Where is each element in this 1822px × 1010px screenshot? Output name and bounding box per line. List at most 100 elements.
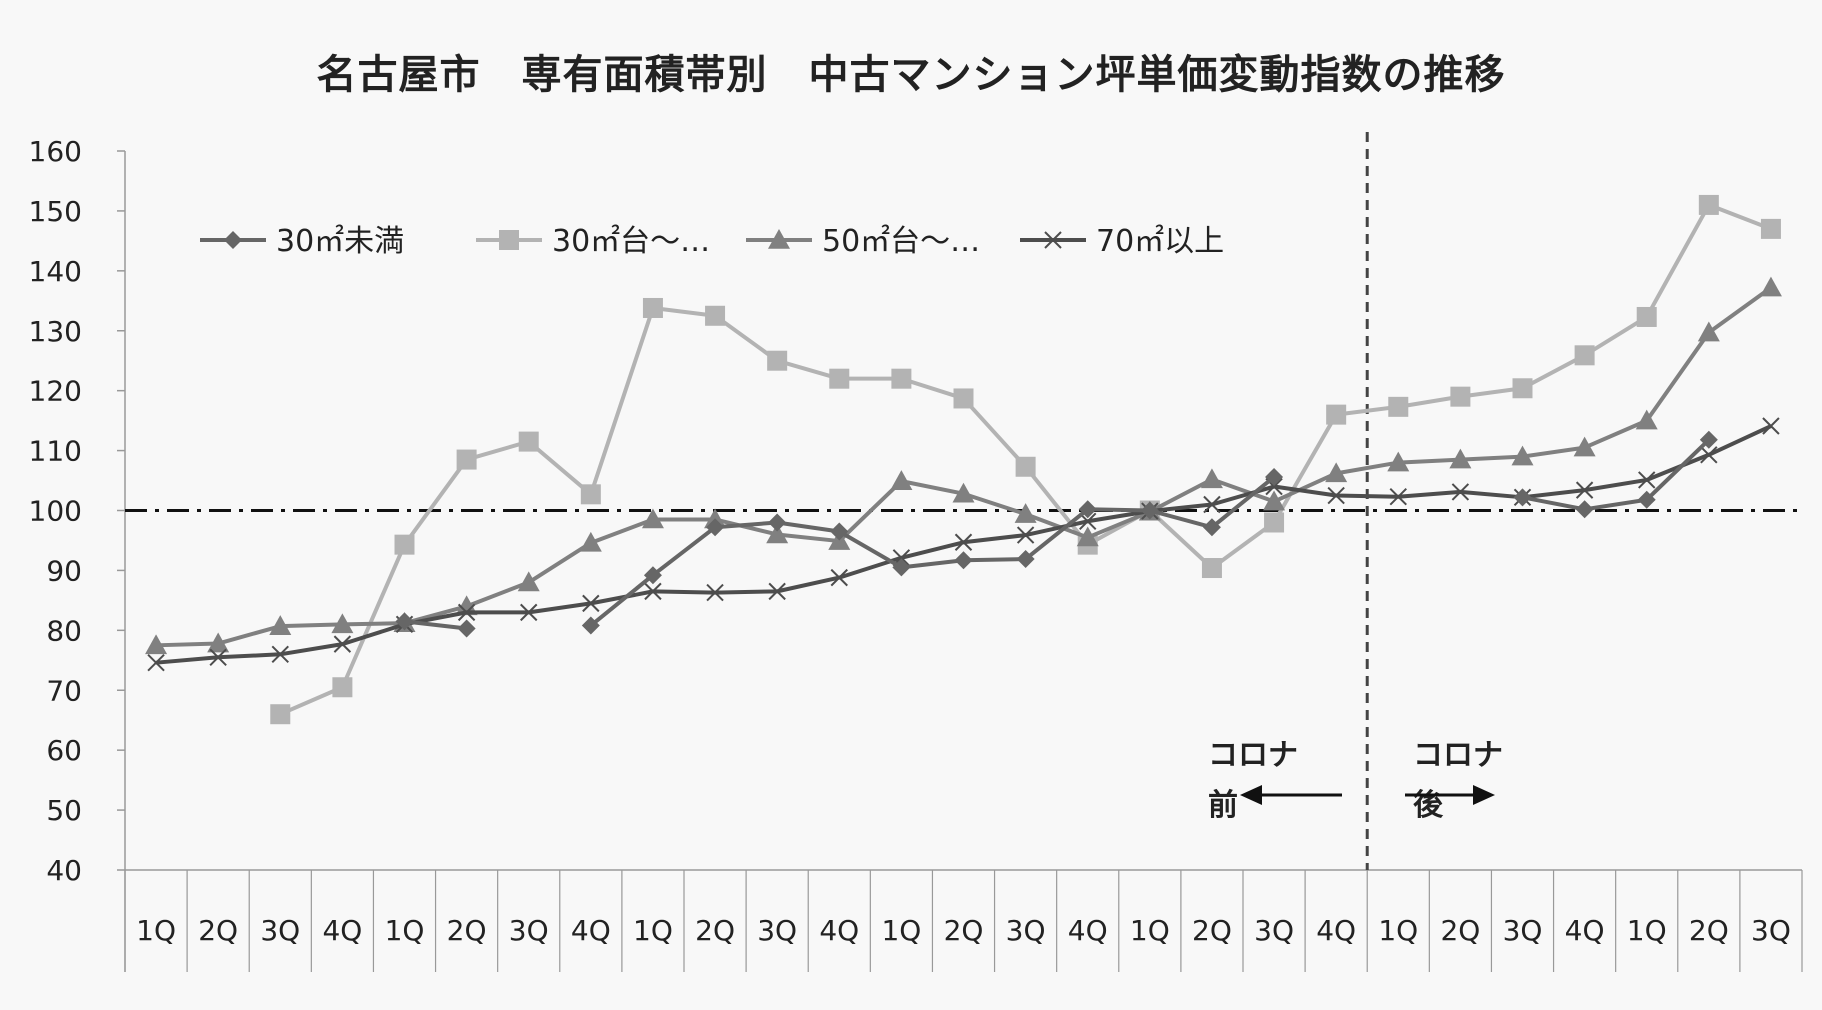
x-tick-label: 3Q bbox=[260, 914, 300, 947]
y-tick-label: 160 bbox=[29, 135, 82, 168]
data-point-diamond bbox=[581, 616, 600, 635]
data-point-x bbox=[271, 645, 289, 664]
annotation-arrowhead-right bbox=[1473, 785, 1495, 805]
x-tick-label: 1Q bbox=[1627, 914, 1667, 947]
data-point-square bbox=[394, 534, 415, 555]
annotation-arrowhead-left bbox=[1240, 785, 1262, 805]
data-point-x bbox=[520, 603, 538, 622]
data-point-diamond bbox=[1016, 550, 1035, 569]
y-tick-label: 90 bbox=[46, 554, 82, 587]
annotation-pre-label: コロナ bbox=[1208, 738, 1298, 773]
data-point-diamond bbox=[395, 612, 414, 631]
data-point-square bbox=[705, 305, 726, 326]
x-tick-label: 2Q bbox=[695, 914, 735, 947]
x-tick-label: 2Q bbox=[1689, 914, 1729, 947]
data-point-square bbox=[767, 350, 788, 371]
x-tick-label: 1Q bbox=[1130, 914, 1170, 947]
data-point-triangle bbox=[1573, 436, 1596, 457]
series-2 bbox=[145, 276, 1782, 655]
data-point-triangle bbox=[579, 531, 602, 552]
data-point-x bbox=[209, 648, 227, 667]
data-point-triangle bbox=[269, 615, 292, 635]
data-point-x bbox=[1044, 231, 1062, 249]
data-point-triangle bbox=[1014, 503, 1037, 523]
data-point-x bbox=[333, 635, 352, 653]
annotation-post-label: コロナ bbox=[1413, 738, 1503, 773]
data-point-triangle bbox=[455, 595, 478, 616]
data-point-triangle bbox=[890, 470, 913, 490]
x-tick-label: 3Q bbox=[1751, 914, 1791, 947]
x-tick-label: 4Q bbox=[819, 914, 859, 947]
data-point-diamond bbox=[768, 513, 787, 532]
data-point-triangle bbox=[331, 613, 354, 634]
data-point-square bbox=[953, 388, 974, 409]
x-tick-label: 4Q bbox=[1565, 914, 1605, 947]
data-point-triangle bbox=[1697, 321, 1720, 342]
data-point-diamond bbox=[643, 566, 662, 585]
data-point-triangle bbox=[766, 523, 789, 544]
y-tick-label: 70 bbox=[46, 674, 82, 707]
y-tick-label: 80 bbox=[46, 614, 82, 647]
data-point-square bbox=[829, 368, 850, 389]
data-point-triangle bbox=[1759, 276, 1782, 297]
x-tick-label: 4Q bbox=[1068, 914, 1108, 947]
data-point-square bbox=[1512, 378, 1533, 399]
data-point-triangle bbox=[641, 508, 664, 529]
data-point-square bbox=[1388, 396, 1409, 417]
data-point-square bbox=[499, 230, 519, 250]
legend-label: 30㎡台～… bbox=[552, 224, 710, 259]
annotation-post-label: 後 bbox=[1413, 788, 1444, 823]
data-point-x bbox=[147, 653, 165, 672]
data-point-triangle bbox=[1511, 445, 1534, 466]
x-tick-label: 3Q bbox=[757, 914, 797, 947]
data-point-square bbox=[270, 704, 291, 725]
data-point-square bbox=[891, 368, 912, 389]
data-point-x bbox=[1451, 483, 1470, 501]
x-tick-label: 1Q bbox=[881, 914, 921, 947]
data-point-triangle bbox=[1076, 526, 1099, 547]
data-point-triangle bbox=[1325, 462, 1348, 483]
data-point-square bbox=[518, 431, 539, 452]
y-tick-label: 60 bbox=[46, 734, 82, 767]
data-point-square bbox=[1450, 386, 1471, 407]
data-point-diamond bbox=[706, 518, 725, 537]
data-point-square bbox=[1636, 306, 1657, 327]
y-tick-label: 110 bbox=[29, 435, 82, 468]
data-point-x bbox=[1016, 526, 1035, 544]
data-point-square bbox=[1201, 558, 1222, 579]
x-tick-label: 2Q bbox=[944, 914, 984, 947]
series-0 bbox=[395, 430, 1718, 638]
data-point-diamond bbox=[1202, 518, 1221, 537]
data-point-triangle bbox=[1387, 451, 1410, 472]
series-line bbox=[404, 619, 467, 631]
data-point-diamond bbox=[224, 231, 242, 249]
data-point-triangle bbox=[517, 571, 540, 592]
data-point-triangle bbox=[1263, 490, 1286, 511]
x-tick-label: 2Q bbox=[198, 914, 238, 947]
legend-label: 30㎡未満 bbox=[276, 224, 404, 259]
data-point-x bbox=[1638, 471, 1656, 489]
data-point-x bbox=[768, 582, 786, 601]
x-tick-label: 4Q bbox=[571, 914, 611, 947]
series-1 bbox=[270, 194, 1781, 725]
chart-title: 名古屋市 専有面積帯別 中古マンション坪単価変動指数の推移 bbox=[316, 52, 1506, 98]
data-point-diamond bbox=[1078, 500, 1097, 519]
series-line bbox=[1522, 438, 1711, 512]
data-point-x bbox=[1203, 495, 1221, 514]
data-point-square bbox=[456, 449, 477, 470]
data-point-diamond bbox=[1699, 430, 1718, 449]
y-tick-label: 50 bbox=[46, 794, 82, 827]
x-tick-label: 1Q bbox=[1378, 914, 1418, 947]
x-tick-label: 2Q bbox=[1192, 914, 1232, 947]
data-point-square bbox=[1698, 194, 1719, 215]
data-point-triangle bbox=[1200, 468, 1223, 489]
data-point-square bbox=[1326, 404, 1347, 425]
x-tick-label: 1Q bbox=[136, 914, 176, 947]
y-tick-label: 150 bbox=[29, 195, 82, 228]
data-point-square bbox=[1574, 345, 1595, 366]
x-tick-label: 4Q bbox=[1316, 914, 1356, 947]
data-point-x bbox=[1700, 446, 1718, 464]
data-point-square bbox=[580, 484, 601, 505]
data-point-square bbox=[642, 297, 663, 318]
data-point-diamond bbox=[457, 619, 476, 638]
